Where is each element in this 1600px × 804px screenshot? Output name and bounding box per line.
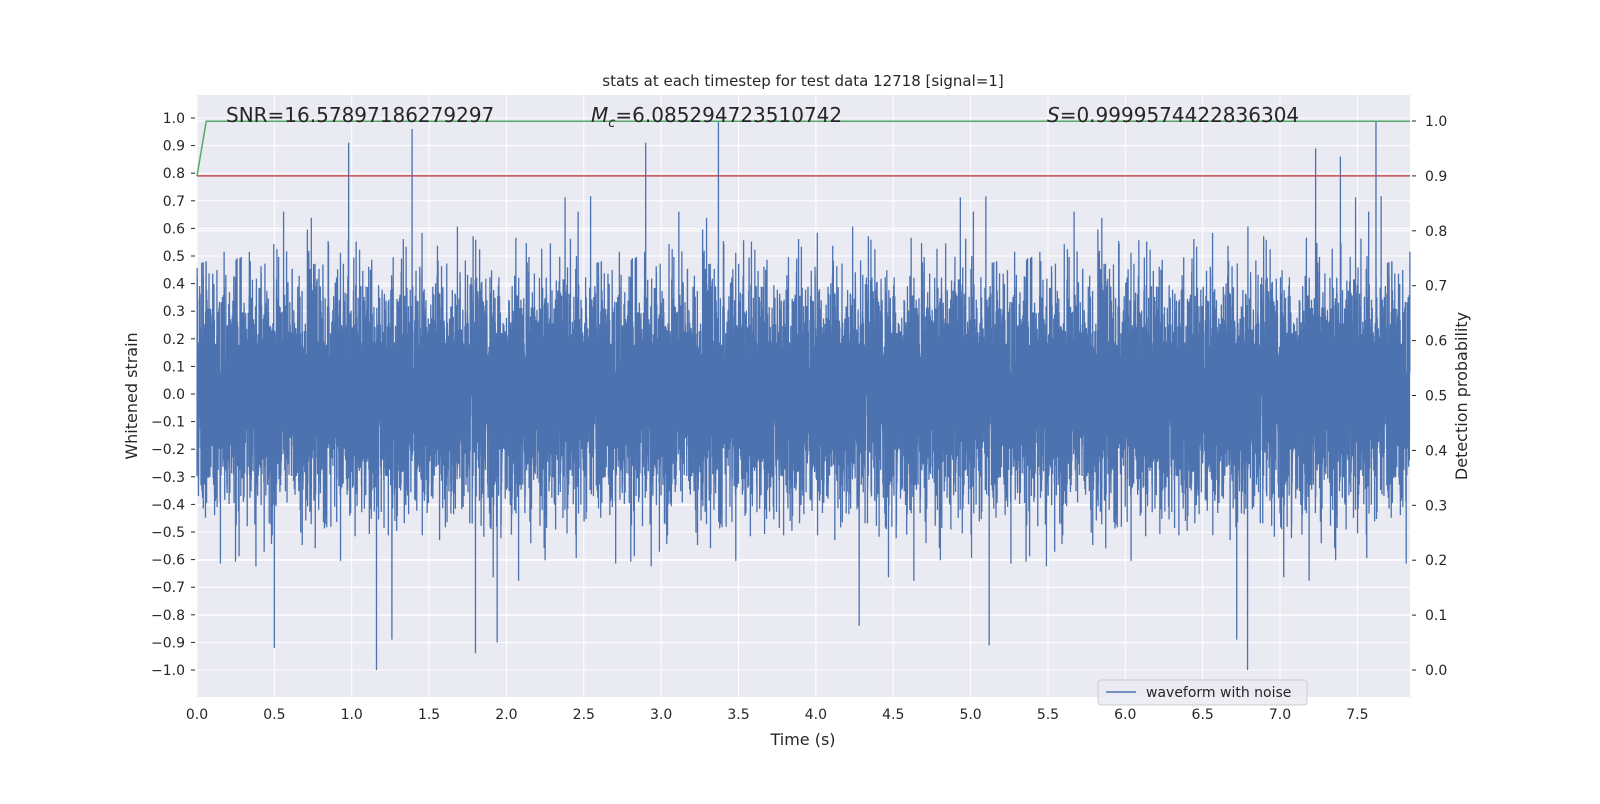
y-tick-label: −0.4 (151, 497, 185, 513)
y-tick-label: 0.6 (163, 221, 185, 237)
y-tick-label: −0.5 (151, 525, 185, 541)
y2-tick-label: 0.8 (1425, 224, 1447, 240)
y-tick-label: 1.0 (163, 111, 185, 127)
y-tick-label: 0.0 (163, 387, 185, 403)
x-tick-label: 3.5 (727, 707, 749, 723)
y-tick-label: 0.5 (163, 249, 185, 265)
x-tick-label: 6.0 (1114, 707, 1136, 723)
x-tick-label: 4.0 (805, 707, 827, 723)
x-tick-label: 1.5 (418, 707, 440, 723)
legend-label-waveform: waveform with noise (1146, 685, 1291, 701)
x-tick-label: 2.0 (495, 707, 517, 723)
x-tick-label: 6.5 (1192, 707, 1214, 723)
y-tick-label: −0.7 (151, 580, 185, 596)
y-tick-label: −0.3 (151, 470, 185, 486)
s-symbol: S (1047, 103, 1060, 127)
chart-title: stats at each timestep for test data 127… (602, 72, 1003, 90)
y2-tick-label: 0.5 (1425, 389, 1447, 405)
y-tick-label: −1.0 (151, 663, 185, 679)
y2-tick-label: 0.3 (1425, 498, 1447, 514)
x-tick-label: 3.0 (650, 707, 672, 723)
y2-tick-label: 1.0 (1425, 114, 1447, 130)
x-tick-label: 7.0 (1269, 707, 1291, 723)
chirp-mass-annotation: Mc=6.085294723510742 (591, 103, 842, 131)
y2-tick-label: 0.7 (1425, 279, 1447, 295)
y-tick-label: 0.1 (163, 359, 185, 375)
y2-tick-label: 0.1 (1425, 608, 1447, 624)
y2-tick-label: 0.9 (1425, 169, 1447, 185)
y2-tick-label: 0.6 (1425, 334, 1447, 350)
x-tick-label: 2.5 (573, 707, 595, 723)
y2-tick-label: 0.4 (1425, 443, 1447, 459)
x-tick-label: 1.0 (341, 707, 363, 723)
x-tick-label: 0.0 (186, 707, 208, 723)
mc-symbol: M (591, 103, 608, 127)
plot-area (196, 120, 1411, 671)
y-tick-label: 0.8 (163, 166, 185, 182)
y-axis-left: 1.0 0.9 0.8 0.7 0.6 0.5 0.4 0.3 0.2 0.1 0.0 −0.1 −0.… (151, 111, 195, 679)
y-tick-label: −0.1 (151, 415, 185, 431)
x-tick-label: 0.5 (263, 707, 285, 723)
x-tick-label: 5.0 (959, 707, 981, 723)
x-tick-label: 5.5 (1037, 707, 1059, 723)
mc-subscript: c (608, 116, 615, 131)
y-axis-right: 1.0 0.9 0.8 0.7 0.6 0.5 0.4 0.3 0.2 0.1 0.0 (1412, 114, 1447, 679)
y-tick-label: −0.6 (151, 553, 185, 569)
y-tick-label: 0.3 (163, 304, 185, 320)
legend: waveform with noise (1097, 679, 1308, 706)
s-annotation: S=0.9999574422836304 (1047, 103, 1299, 127)
waveform-line (196, 120, 1411, 671)
mc-value: =6.085294723510742 (615, 103, 842, 127)
y-tick-label: 0.2 (163, 332, 185, 348)
y-tick-label: −0.9 (151, 635, 185, 651)
y2-tick-label: 0.2 (1425, 553, 1447, 569)
y-tick-label: 0.9 (163, 139, 185, 155)
detection-probability-line (196, 120, 1410, 177)
x-tick-label: 7.5 (1346, 707, 1368, 723)
legend-box (1097, 679, 1308, 706)
x-axis: 0.0 0.5 1.0 1.5 2.0 2.5 3.0 3.5 4.0 4.5 5.0 5.5 6.0 6… (186, 707, 1369, 723)
y2-axis-label: Detection probability (1452, 312, 1471, 480)
x-axis-label: Time (s) (769, 730, 835, 749)
s-value: =0.9999574422836304 (1060, 103, 1299, 127)
y-tick-label: −0.8 (151, 608, 185, 624)
snr-annotation: SNR=16.57897186279297 (226, 103, 494, 127)
x-tick-label: 4.5 (882, 707, 904, 723)
y-tick-label: 0.7 (163, 194, 185, 210)
y2-tick-label: 0.0 (1425, 663, 1447, 679)
y-tick-label: −0.2 (151, 442, 185, 458)
y-axis-label: Whitened strain (122, 332, 141, 459)
y-tick-label: 0.4 (163, 277, 185, 293)
